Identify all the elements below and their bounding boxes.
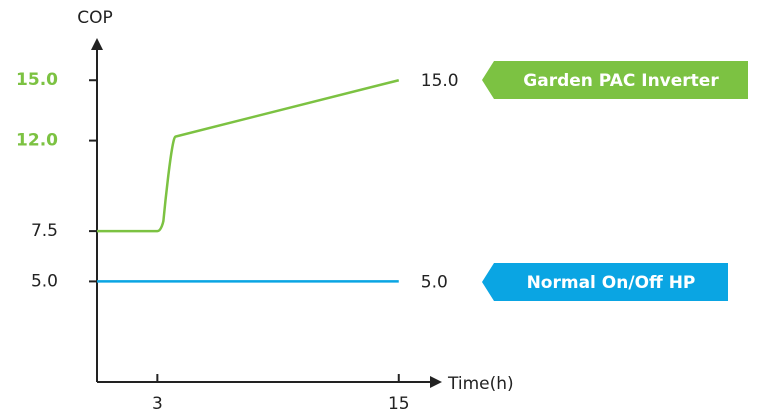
legend-tag: Garden PAC Inverter [482, 61, 748, 99]
x-axis-label: Time(h) [447, 374, 514, 394]
y-tick-label: 12.0 [16, 131, 58, 151]
legend-label: Garden PAC Inverter [523, 71, 719, 91]
x-tick-label: 15 [388, 394, 410, 414]
legend-tag: Normal On/Off HP [482, 263, 728, 301]
y-tick-label: 5.0 [31, 271, 58, 291]
y-axis-arrow [91, 38, 103, 50]
x-tick-label: 3 [152, 394, 163, 414]
value-label: 5.0 [421, 272, 448, 292]
legend-swatch [482, 61, 748, 99]
y-axis-label: COP [77, 8, 113, 28]
value-label: 15.0 [421, 71, 459, 91]
legend-label: Normal On/Off HP [527, 273, 696, 293]
series-line [97, 79, 400, 233]
y-tick-label: 15.0 [16, 70, 58, 90]
legend-swatch [482, 263, 728, 301]
x-axis-arrow [430, 376, 442, 388]
y-tick-label: 7.5 [31, 221, 58, 241]
